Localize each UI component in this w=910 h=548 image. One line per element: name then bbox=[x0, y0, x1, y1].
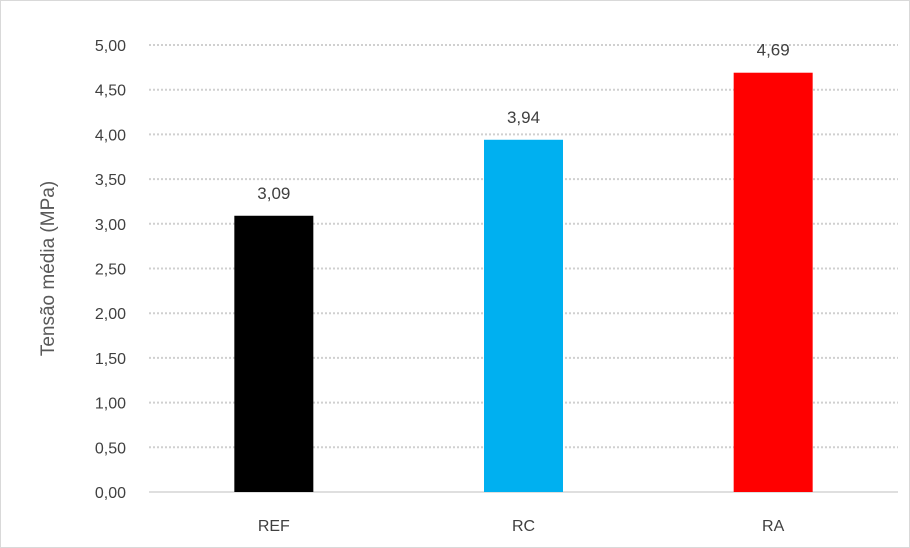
category-label-ra: RA bbox=[762, 518, 785, 535]
bar-ra bbox=[733, 72, 813, 493]
y-tick-label: 2,00 bbox=[95, 306, 126, 323]
y-tick-label: 2,50 bbox=[95, 262, 126, 279]
y-axis-title: Tensão média (MPa) bbox=[38, 181, 59, 356]
bar-ref bbox=[234, 215, 314, 492]
y-tick-label: 3,00 bbox=[95, 217, 126, 234]
category-label-rc: RC bbox=[512, 518, 535, 535]
y-tick-label: 4,00 bbox=[95, 127, 126, 144]
data-labels: 3,09 3,94 4,69 bbox=[257, 41, 789, 203]
bar-rc bbox=[484, 139, 563, 492]
y-tick-label: 1,00 bbox=[95, 396, 126, 413]
y-tick-label: 1,50 bbox=[95, 351, 126, 368]
data-label-rc: 3,94 bbox=[507, 108, 540, 127]
data-label-ref: 3,09 bbox=[257, 184, 290, 203]
y-tick-label: 5,00 bbox=[95, 38, 126, 55]
y-tick-label: 0,50 bbox=[95, 440, 126, 457]
y-tick-label: 3,50 bbox=[95, 172, 126, 189]
category-label-ref: REF bbox=[258, 518, 290, 535]
bars bbox=[234, 72, 813, 493]
y-axis-tick-labels: 0,00 0,50 1,00 1,50 2,00 2,50 3,00 3,50 4,00 4,50… bbox=[95, 38, 126, 502]
data-label-ra: 4,69 bbox=[757, 41, 790, 60]
x-axis-category-labels: REF RC RA bbox=[258, 518, 785, 535]
y-tick-label: 0,00 bbox=[95, 485, 126, 502]
y-tick-label: 4,50 bbox=[95, 83, 126, 100]
